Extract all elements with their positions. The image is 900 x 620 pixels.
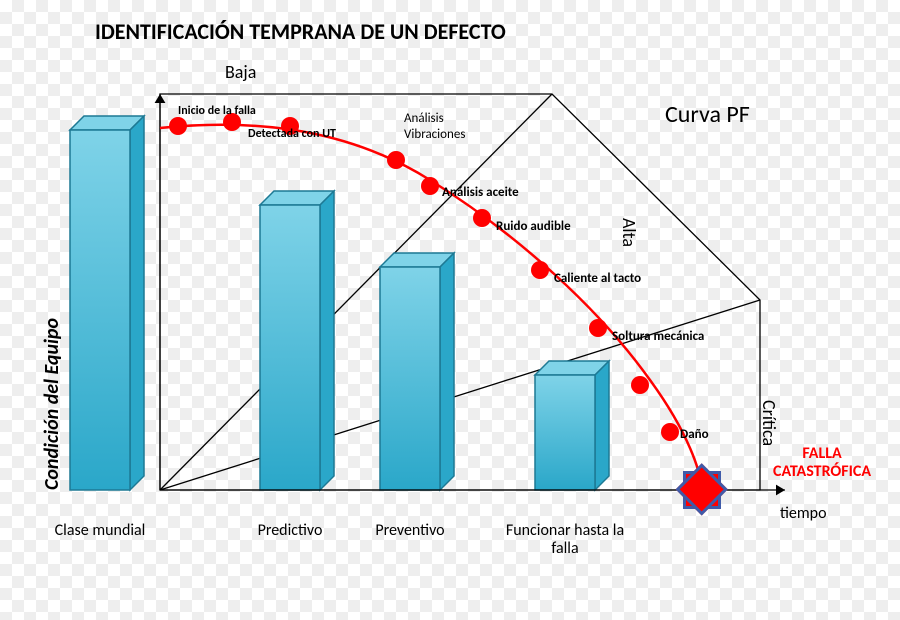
x-axis-label: tiempo: [780, 505, 827, 523]
severity-label: Alta: [618, 218, 640, 247]
curve-point-label: Detectada con UT: [248, 128, 336, 142]
curve-point-label: Vibraciones: [404, 128, 465, 143]
catastrophic-failure-star-icon: [676, 464, 728, 516]
y-axis-label: Condición del Equipo: [40, 318, 64, 490]
curve-point-label: Análisis: [404, 112, 444, 127]
curve-point-label: Inicio de la falla: [178, 105, 256, 119]
severity-label: Crítica: [758, 400, 780, 446]
bar-category-label: Predictivo: [230, 522, 350, 540]
legend-title: Curva PF: [665, 100, 750, 129]
curve-point-label: Soltura mecánica: [612, 330, 704, 345]
chart-title: IDENTIFICACIÓN TEMPRANA DE UN DEFECTO: [95, 18, 506, 45]
failure-label: FALLACATASTRÓFICA: [752, 445, 892, 482]
curve-point-label: Análisis aceite: [442, 186, 519, 201]
curve-point-label: Ruido audible: [496, 220, 571, 235]
bar-category-label: Preventivo: [350, 522, 470, 540]
bar-category-label: Clase mundial: [40, 522, 160, 540]
bar-category-label: Funcionar hasta la falla: [505, 522, 625, 559]
severity-label: Baja: [225, 62, 256, 83]
curve-point-label: Caliente al tacto: [554, 272, 641, 287]
curve-point-label: Daño: [680, 428, 709, 443]
